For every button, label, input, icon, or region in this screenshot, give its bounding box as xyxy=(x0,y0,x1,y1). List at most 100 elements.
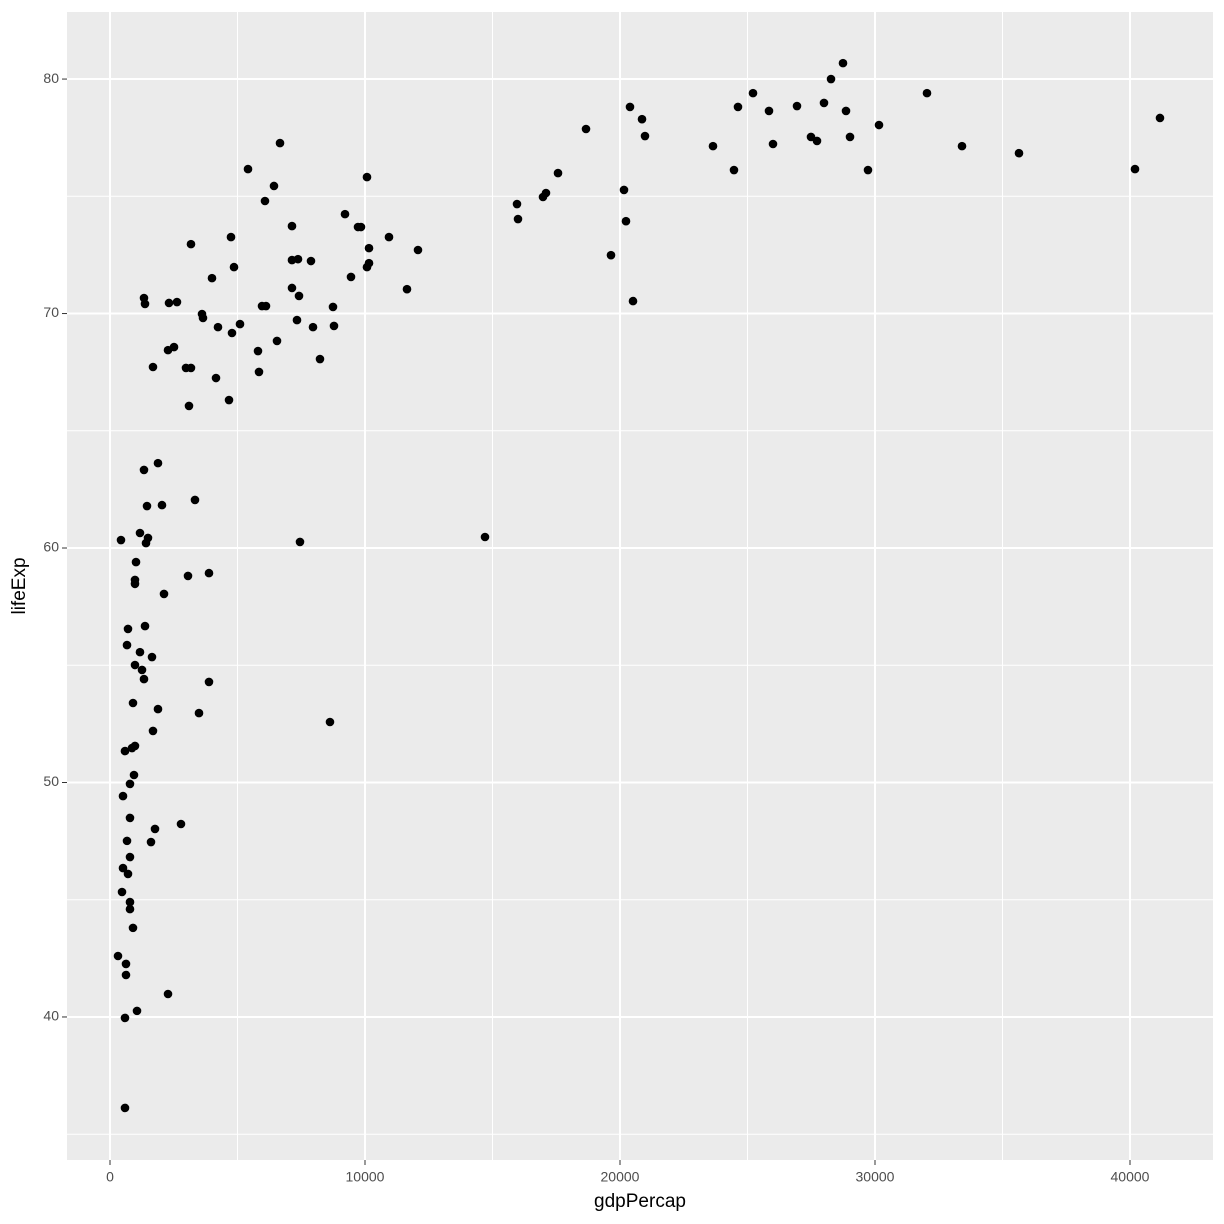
point xyxy=(513,214,523,224)
point xyxy=(150,824,160,834)
point xyxy=(121,959,131,969)
point xyxy=(137,665,147,675)
point xyxy=(113,951,123,961)
point xyxy=(139,674,149,684)
point xyxy=(157,500,167,510)
point xyxy=(120,1013,130,1023)
x-tick-label: 30000 xyxy=(856,1169,895,1185)
point xyxy=(819,98,829,108)
point xyxy=(130,575,140,585)
point xyxy=(306,256,316,266)
point xyxy=(295,537,305,547)
point xyxy=(183,571,193,581)
point xyxy=(637,114,647,124)
point xyxy=(308,322,318,332)
point xyxy=(123,624,133,634)
point xyxy=(129,770,139,780)
panel xyxy=(67,12,1213,1160)
point xyxy=(207,273,217,283)
point xyxy=(226,232,236,242)
point xyxy=(315,354,325,364)
point xyxy=(164,298,174,308)
point xyxy=(235,319,245,329)
point xyxy=(512,199,522,209)
point xyxy=(287,255,297,265)
point xyxy=(122,836,132,846)
point xyxy=(874,120,884,130)
point xyxy=(118,863,128,873)
point xyxy=(269,181,279,191)
point xyxy=(172,297,182,307)
point xyxy=(125,779,135,789)
x-tick-label: 10000 xyxy=(346,1169,385,1185)
point xyxy=(224,395,234,405)
point xyxy=(159,589,169,599)
point xyxy=(362,262,372,272)
point xyxy=(553,168,563,178)
point xyxy=(176,819,186,829)
point xyxy=(204,677,214,687)
point xyxy=(131,557,141,567)
point xyxy=(127,743,137,753)
plot-area xyxy=(67,12,1213,1160)
point xyxy=(294,291,304,301)
point xyxy=(748,88,758,98)
point xyxy=(116,535,126,545)
point xyxy=(957,141,967,151)
point xyxy=(125,852,135,862)
point xyxy=(292,315,302,325)
point xyxy=(863,165,873,175)
point xyxy=(353,222,363,232)
point xyxy=(204,568,214,578)
point xyxy=(153,458,163,468)
point xyxy=(538,192,548,202)
point xyxy=(922,88,932,98)
y-axis-title: lifeExp xyxy=(9,557,30,614)
point xyxy=(118,791,128,801)
point xyxy=(128,698,138,708)
point xyxy=(146,837,156,847)
y-tick-label: 40 xyxy=(43,1008,59,1024)
point xyxy=(163,989,173,999)
point xyxy=(147,652,157,662)
point xyxy=(733,102,743,112)
point xyxy=(148,726,158,736)
point xyxy=(841,106,851,116)
point xyxy=(141,538,151,548)
point xyxy=(125,813,135,823)
point xyxy=(1130,164,1140,174)
point xyxy=(139,465,149,475)
point xyxy=(362,172,372,182)
point xyxy=(260,196,270,206)
point xyxy=(130,660,140,670)
point xyxy=(257,301,267,311)
point xyxy=(254,367,264,377)
point xyxy=(328,302,338,312)
point xyxy=(838,58,848,68)
point xyxy=(253,346,263,356)
point xyxy=(211,373,221,383)
point xyxy=(125,897,135,907)
point xyxy=(364,243,374,253)
point xyxy=(120,746,130,756)
point xyxy=(184,401,194,411)
point xyxy=(625,102,635,112)
y-tick-label: 70 xyxy=(43,304,59,320)
point xyxy=(140,621,150,631)
point xyxy=(329,321,339,331)
y-tick-label: 50 xyxy=(43,773,59,789)
point xyxy=(792,101,802,111)
point xyxy=(122,640,132,650)
point xyxy=(227,328,237,338)
point xyxy=(275,138,285,148)
point xyxy=(606,250,616,260)
point xyxy=(346,272,356,282)
point xyxy=(628,296,638,306)
point xyxy=(148,362,158,372)
point xyxy=(181,363,191,373)
point xyxy=(142,501,152,511)
point xyxy=(764,106,774,116)
point xyxy=(413,245,423,255)
point xyxy=(640,131,650,141)
point xyxy=(117,887,127,897)
